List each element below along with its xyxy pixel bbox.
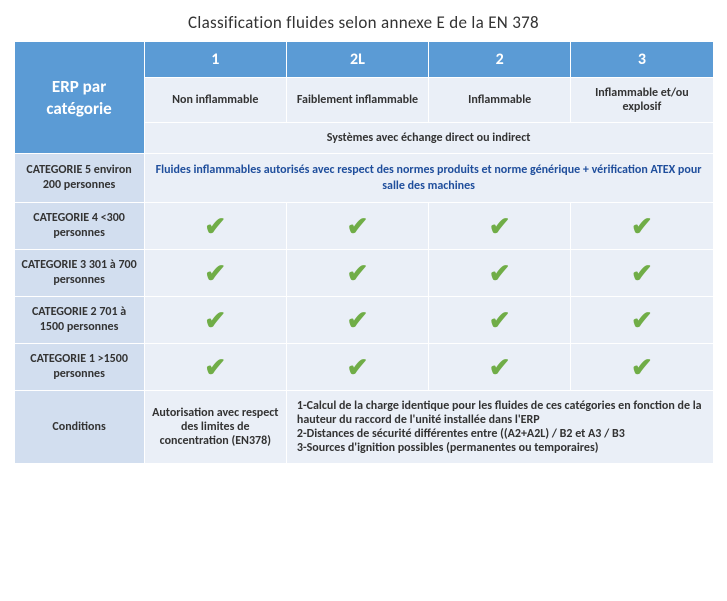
- col-2-label: Faiblement inflammable: [286, 78, 428, 123]
- cat2-col3: ✔: [429, 297, 571, 344]
- row-cat2: CATEGORIE 2 701 à 1500 personnes ✔ ✔ ✔ ✔: [14, 297, 713, 344]
- cat2-col4: ✔: [571, 297, 713, 344]
- col-4-num: 3: [571, 42, 713, 78]
- cat1-col1: ✔: [144, 344, 286, 391]
- row-cat1: CATEGORIE 1 >1500 personnes ✔ ✔ ✔ ✔: [14, 344, 713, 391]
- cat2-col1: ✔: [144, 297, 286, 344]
- cat3-label: CATEGORIE 3 301 à 700 personnes: [14, 250, 144, 297]
- cat3-col1: ✔: [144, 250, 286, 297]
- cat4-col3: ✔: [429, 203, 571, 250]
- cat2-label: CATEGORIE 2 701 à 1500 personnes: [14, 297, 144, 344]
- classification-table: ERP par catégorie 1 2L 2 3 Non inflammab…: [14, 41, 714, 464]
- col-3-label: Inflammable: [429, 78, 571, 123]
- col-4-label: Inflammable et/ou explosif: [571, 78, 713, 123]
- col-2-num: 2L: [286, 42, 428, 78]
- cat4-col4: ✔: [571, 203, 713, 250]
- conditions-label: Conditions: [14, 391, 144, 464]
- erp-header: ERP par catégorie: [14, 42, 144, 154]
- cat5-text: Fluides inflammables autorisés avec resp…: [144, 154, 713, 203]
- col-1-label: Non inflammable: [144, 78, 286, 123]
- systems-text: Systèmes avec échange direct ou indirect: [144, 123, 713, 154]
- cat4-col1: ✔: [144, 203, 286, 250]
- header-row-numbers: ERP par catégorie 1 2L 2 3: [14, 42, 713, 78]
- row-conditions: Conditions Autorisation avec respect des…: [14, 391, 713, 464]
- cat3-col3: ✔: [429, 250, 571, 297]
- cat1-col3: ✔: [429, 344, 571, 391]
- cat5-label: CATEGORIE 5 environ 200 personnes: [14, 154, 144, 203]
- cat3-col2: ✔: [286, 250, 428, 297]
- row-cat5: CATEGORIE 5 environ 200 personnes Fluide…: [14, 154, 713, 203]
- conditions-right: 1-Calcul de la charge identique pour les…: [286, 391, 713, 464]
- cat2-col2: ✔: [286, 297, 428, 344]
- col-1-num: 1: [144, 42, 286, 78]
- page-title: Classification fluides selon annexe E de…: [10, 12, 717, 33]
- cat4-col2: ✔: [286, 203, 428, 250]
- cat1-col2: ✔: [286, 344, 428, 391]
- col-3-num: 2: [429, 42, 571, 78]
- cat1-col4: ✔: [571, 344, 713, 391]
- cat3-col4: ✔: [571, 250, 713, 297]
- row-cat4: CATEGORIE 4 <300 personnes ✔ ✔ ✔ ✔: [14, 203, 713, 250]
- cat1-label: CATEGORIE 1 >1500 personnes: [14, 344, 144, 391]
- conditions-col1: Autorisation avec respect des limites de…: [144, 391, 286, 464]
- cat4-label: CATEGORIE 4 <300 personnes: [14, 203, 144, 250]
- row-cat3: CATEGORIE 3 301 à 700 personnes ✔ ✔ ✔ ✔: [14, 250, 713, 297]
